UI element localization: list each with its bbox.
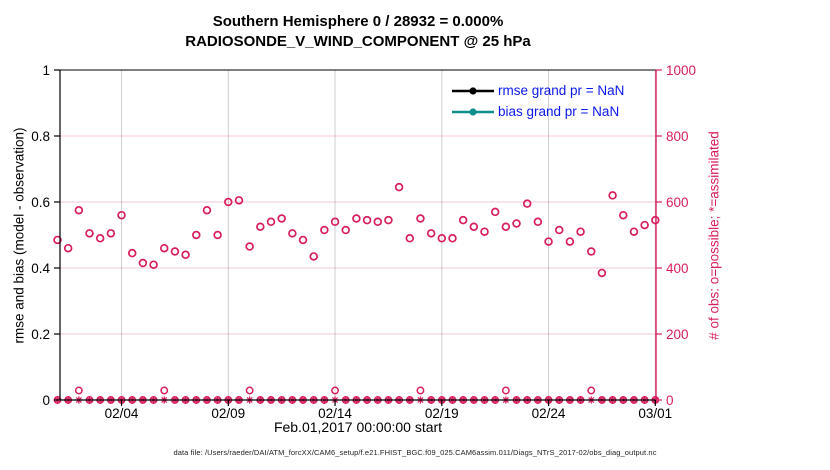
svg-text:400: 400 bbox=[666, 261, 689, 276]
svg-text:03/01: 03/01 bbox=[638, 406, 672, 421]
svg-text:02/09: 02/09 bbox=[211, 406, 245, 421]
legend-entry-rmse: rmse grand pr = NaN bbox=[452, 80, 624, 101]
legend-label-rmse: rmse grand pr = NaN bbox=[498, 83, 625, 98]
rmse-line-dot-icon bbox=[452, 86, 494, 95]
x-axis-label: Feb.01,2017 00:00:00 start bbox=[273, 419, 443, 435]
svg-text:0: 0 bbox=[42, 393, 50, 408]
svg-text:600: 600 bbox=[666, 195, 689, 210]
svg-text:0.6: 0.6 bbox=[31, 195, 50, 210]
axes-spines bbox=[59, 69, 657, 401]
svg-text:02/24: 02/24 bbox=[532, 406, 566, 421]
chart-title-block: Southern Hemisphere 0 / 28932 = 0.000% R… bbox=[60, 12, 656, 52]
svg-text:800: 800 bbox=[666, 129, 689, 144]
svg-text:02/19: 02/19 bbox=[425, 406, 459, 421]
svg-text:0.8: 0.8 bbox=[31, 129, 50, 144]
svg-text:200: 200 bbox=[666, 327, 689, 342]
svg-text:0: 0 bbox=[666, 393, 674, 408]
svg-text:02/04: 02/04 bbox=[105, 406, 139, 421]
chart-subtitle: RADIOSONDE_V_WIND_COMPONENT @ 25 hPa bbox=[185, 33, 531, 50]
chart-title: Southern Hemisphere 0 / 28932 = 0.000% bbox=[212, 13, 504, 30]
svg-text:1: 1 bbox=[42, 63, 50, 78]
y-axis-label-left: rmse and bias (model - observation) bbox=[11, 127, 27, 344]
assimilated-zero-markers bbox=[53, 386, 660, 404]
legend-entry-bias: bias grand pr = NaN bbox=[452, 101, 624, 122]
svg-text:0.2: 0.2 bbox=[31, 327, 50, 342]
bias-line-dot-icon bbox=[452, 107, 494, 116]
datafile-caption: data file: /Users/raeder/DAI/ATM_forcXX/… bbox=[173, 448, 657, 457]
svg-text:02/14: 02/14 bbox=[318, 406, 352, 421]
possible-obs-points bbox=[53, 182, 660, 278]
tick-marks bbox=[54, 69, 662, 406]
svg-text:1000: 1000 bbox=[666, 63, 696, 78]
legend-label-bias: bias grand pr = NaN bbox=[498, 104, 620, 119]
y-axis-label-right: # of obs: o=possible; *=assimilated bbox=[706, 131, 722, 340]
svg-text:0.4: 0.4 bbox=[31, 261, 50, 276]
legend: rmse grand pr = NaN bias grand pr = NaN bbox=[452, 80, 624, 122]
tick-labels: 0 0.2 0.4 0.6 0.8 1 0 200 400 600 800 1000 02/04 02/0… bbox=[31, 63, 696, 421]
